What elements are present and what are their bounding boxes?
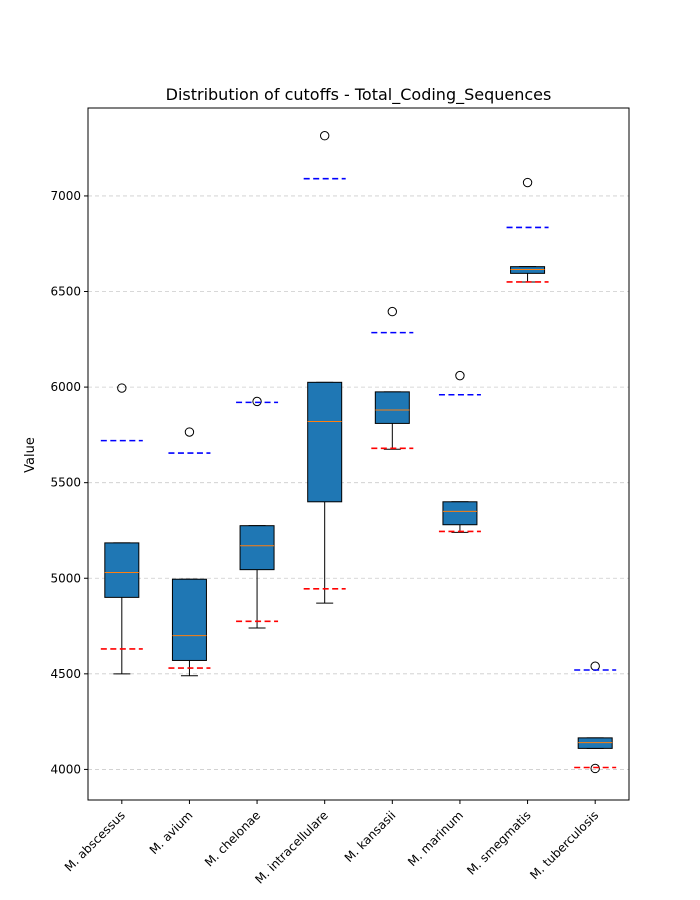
outlier-point <box>455 370 465 381</box>
x-tick-label: M. abscessus <box>62 808 128 874</box>
box-iqr <box>374 391 410 424</box>
box-group <box>171 427 207 677</box>
y-axis-label: Value <box>23 437 38 473</box>
x-tick-label: M. tuberculosis <box>527 808 601 882</box>
box-group <box>374 306 410 450</box>
box-layer <box>104 131 613 774</box>
x-tick-label: M. intracellulare <box>252 808 330 886</box>
x-tick-label: M. avium <box>147 808 196 857</box>
outlier-point <box>590 763 600 774</box>
outlier-point <box>117 383 127 393</box>
outlier-point <box>184 427 195 437</box>
x-tick-label: M. marinum <box>405 808 466 869</box>
outlier-point <box>319 131 330 141</box>
outlier-point <box>252 396 262 407</box>
y-tick-label: 4000 <box>50 762 81 776</box>
outlier-point <box>387 306 398 317</box>
cutoff-layer <box>100 177 617 769</box>
x-tick-label: M. kansasii <box>342 808 399 865</box>
y-tick-label: 5500 <box>50 476 81 490</box>
outlier-point <box>522 177 533 188</box>
box-group <box>239 396 275 629</box>
y-axis: 4000 4500 5000 5500 6000 6500 7000 <box>50 189 88 776</box>
x-tick-label: M. smegmatis <box>464 808 533 877</box>
y-tick-label: 6500 <box>50 285 81 299</box>
box-iqr <box>171 578 207 661</box>
box-group <box>442 370 478 533</box>
plot-frame <box>87 107 630 801</box>
chart-title: Distribution of cutoffs - Total_Coding_S… <box>166 85 552 105</box>
box-group <box>104 383 140 675</box>
box-iqr <box>239 525 275 571</box>
y-tick-label: 5000 <box>50 571 81 585</box>
y-tick-label: 7000 <box>50 189 81 203</box>
box-iqr <box>442 501 478 526</box>
box-group <box>577 661 613 774</box>
y-tick-label: 4500 <box>50 667 81 681</box>
box-iqr <box>307 381 343 503</box>
box-group <box>510 177 546 283</box>
box-group <box>307 131 343 604</box>
x-tick-label: M. chelonae <box>202 808 263 869</box>
y-tick-label: 6000 <box>50 380 81 394</box>
box-iqr <box>104 542 140 598</box>
grid-layer <box>88 195 629 770</box>
outlier-point <box>590 661 600 671</box>
